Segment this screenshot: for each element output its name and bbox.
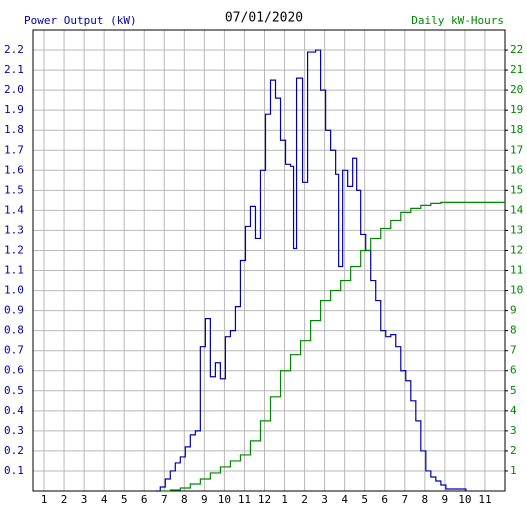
y-tick-label: 1.4: [4, 203, 24, 216]
y-tick-label: 1.8: [4, 123, 24, 136]
chart-title: 07/01/2020: [225, 11, 303, 26]
x-tick-label: 8: [181, 493, 188, 506]
y2-tick-label: 6: [510, 364, 517, 377]
x-tick-label: 9: [442, 493, 449, 506]
y2-tick-label: 21: [510, 63, 523, 76]
x-tick-label: 3: [81, 493, 88, 506]
x-tick-label: 11: [238, 493, 251, 506]
x-tick-label: 1: [281, 493, 288, 506]
y-tick-label: 1.6: [4, 163, 24, 176]
series-line: [155, 49, 467, 492]
y-tick-label: 0.4: [4, 404, 24, 417]
y-tick-label: 1.9: [4, 103, 24, 116]
y2-tick-label: 16: [510, 163, 523, 176]
x-tick-label: 2: [61, 493, 68, 506]
x-tick-label: 8: [422, 493, 429, 506]
x-tick-label: 2: [301, 493, 308, 506]
y2-tick-label: 5: [510, 384, 517, 397]
x-tick-label: 10: [218, 493, 231, 506]
y-tick-label: 1.3: [4, 223, 24, 236]
left-axis-label: Power Output (kW): [24, 14, 137, 27]
y2-tick-label: 9: [510, 304, 517, 317]
x-tick-label: 6: [141, 493, 148, 506]
y2-tick-label: 7: [510, 344, 517, 357]
y-tick-label: 0.3: [4, 424, 24, 437]
y-tick-label: 1.0: [4, 284, 24, 297]
y-tick-label: 1.1: [4, 264, 24, 277]
y2-tick-label: 1: [510, 464, 517, 477]
y2-tick-label: 17: [510, 143, 523, 156]
plot-border: [32, 29, 506, 492]
y-tick-label: 2.1: [4, 63, 24, 76]
y2-tick-label: 11: [510, 264, 523, 277]
x-tick-label: 7: [161, 493, 168, 506]
y-tick-label: 0.6: [4, 364, 24, 377]
y-tick-label: 0.1: [4, 464, 24, 477]
y2-tick-label: 3: [510, 424, 517, 437]
y2-tick-label: 14: [510, 203, 524, 216]
y2-tick-label: 4: [510, 404, 517, 417]
x-tick-label: 10: [458, 493, 471, 506]
y2-tick-label: 12: [510, 243, 523, 256]
x-tick-label: 4: [341, 493, 348, 506]
x-tick-label: 7: [401, 493, 408, 506]
x-tick-label: 12: [258, 493, 271, 506]
y2-tick-label: 22: [510, 43, 523, 56]
x-tick-label: 11: [478, 493, 491, 506]
y-tick-label: 2.0: [4, 83, 24, 96]
y-tick-label: 0.7: [4, 344, 24, 357]
y2-tick-label: 15: [510, 183, 523, 196]
y2-tick-label: 2: [510, 444, 517, 457]
x-tick-label: 3: [321, 493, 328, 506]
x-tick-label: 1: [41, 493, 48, 506]
x-tick-label: 9: [201, 493, 208, 506]
y2-tick-label: 19: [510, 103, 523, 116]
series-line: [160, 201, 505, 492]
y-tick-label: 0.9: [4, 304, 24, 317]
y2-tick-label: 18: [510, 123, 523, 136]
right-axis-label: Daily kW-Hours: [411, 14, 504, 27]
y2-tick-label: 20: [510, 83, 523, 96]
y2-tick-label: 13: [510, 223, 523, 236]
y2-tick-label: 10: [510, 284, 523, 297]
y2-tick-label: 8: [510, 324, 517, 337]
x-tick-label: 5: [361, 493, 368, 506]
x-tick-label: 5: [121, 493, 128, 506]
y-tick-label: 1.5: [4, 183, 24, 196]
x-tick-label: 6: [381, 493, 388, 506]
y-tick-label: 2.2: [4, 43, 24, 56]
y-tick-label: 1.2: [4, 243, 24, 256]
y-tick-label: 0.5: [4, 384, 24, 397]
y-tick-label: 0.2: [4, 444, 24, 457]
y-tick-label: 0.8: [4, 324, 24, 337]
y-tick-label: 1.7: [4, 143, 24, 156]
x-tick-label: 4: [101, 493, 108, 506]
